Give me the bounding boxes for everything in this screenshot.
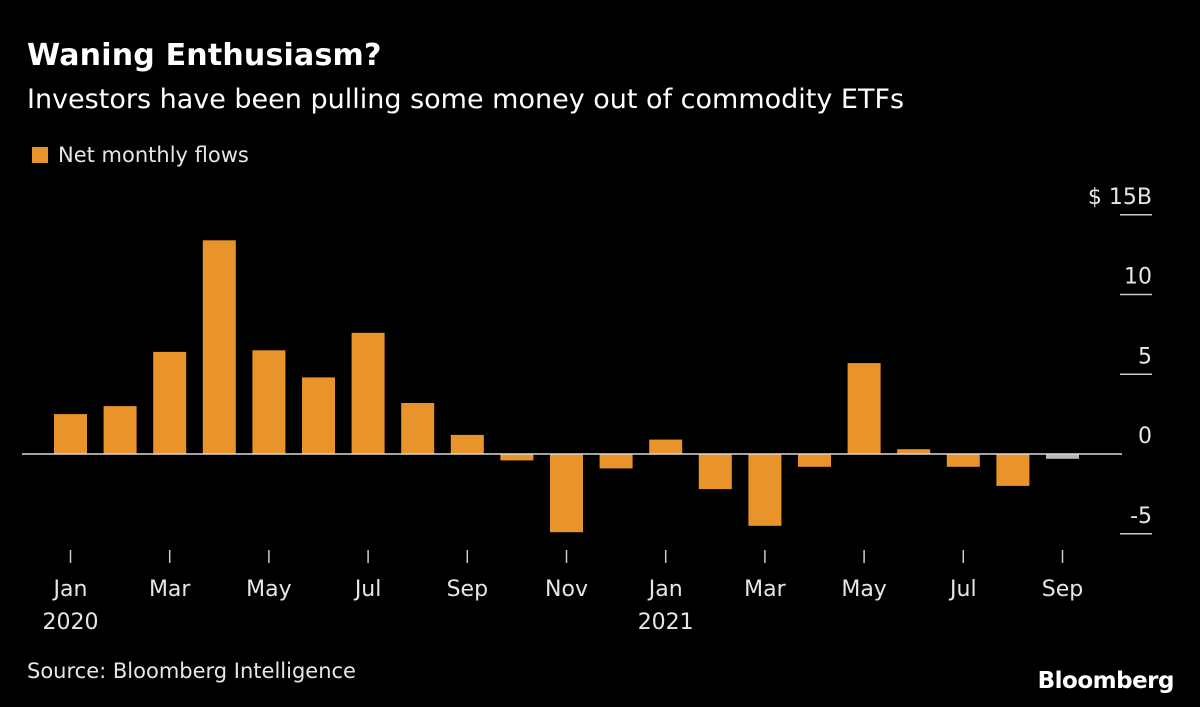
x-tick-label: Jan bbox=[647, 577, 683, 602]
bar-dec-2020 bbox=[599, 454, 633, 469]
bar-sep-2021 bbox=[1046, 454, 1079, 459]
x-tick-label: Mar bbox=[149, 577, 191, 602]
y-tick-label: 10 bbox=[1124, 265, 1152, 290]
bar-aug-2021 bbox=[996, 454, 1030, 486]
legend-swatch bbox=[32, 147, 48, 163]
bar-jun-2020 bbox=[302, 377, 335, 454]
bar-jun-2021 bbox=[897, 449, 931, 454]
x-tick-label: Nov bbox=[545, 577, 588, 602]
bar-jul-2020 bbox=[351, 332, 385, 454]
x-tick-label: Sep bbox=[447, 577, 488, 602]
x-tick-label: Jul bbox=[948, 577, 977, 602]
x-tick-year-label: 2020 bbox=[43, 610, 99, 635]
x-tick-label: Jan bbox=[52, 577, 88, 602]
chart-subtitle: Investors have been pulling some money o… bbox=[27, 84, 905, 115]
bar-may-2021 bbox=[847, 363, 881, 454]
legend: Net monthly flows bbox=[32, 143, 249, 167]
bar-jul-2021 bbox=[946, 454, 980, 467]
bar-jan-2021 bbox=[649, 439, 683, 454]
x-tick-label: Jul bbox=[353, 577, 382, 602]
bar-oct-2020 bbox=[500, 454, 534, 461]
bar-aug-2020 bbox=[401, 403, 435, 454]
bar-mar-2021 bbox=[748, 454, 782, 526]
x-tick-label: Sep bbox=[1042, 577, 1083, 602]
bar-apr-2021 bbox=[798, 454, 831, 467]
source-note: Source: Bloomberg Intelligence bbox=[27, 659, 356, 683]
bar-feb-2020 bbox=[103, 406, 137, 454]
y-tick-label: -5 bbox=[1130, 504, 1152, 529]
legend-label: Net monthly flows bbox=[58, 143, 249, 167]
bar-sep-2020 bbox=[450, 434, 484, 454]
bar-feb-2021 bbox=[698, 454, 732, 490]
chart-title: Waning Enthusiasm? bbox=[27, 38, 382, 73]
y-tick-label: 0 bbox=[1138, 424, 1152, 449]
bar-may-2020 bbox=[252, 350, 286, 454]
x-tick-label: May bbox=[841, 577, 886, 602]
x-tick-label: Mar bbox=[744, 577, 786, 602]
bar-jan-2020 bbox=[54, 414, 87, 454]
x-tick-label: May bbox=[246, 577, 291, 602]
bar-apr-2020 bbox=[202, 240, 236, 454]
y-tick-label: 5 bbox=[1138, 344, 1152, 369]
y-tick-label: $ 15B bbox=[1088, 185, 1152, 210]
bloomberg-logo: Bloomberg bbox=[1037, 668, 1175, 694]
bar-mar-2020 bbox=[153, 351, 187, 454]
bar-nov-2020 bbox=[550, 454, 583, 533]
x-tick-year-label: 2021 bbox=[638, 610, 694, 635]
